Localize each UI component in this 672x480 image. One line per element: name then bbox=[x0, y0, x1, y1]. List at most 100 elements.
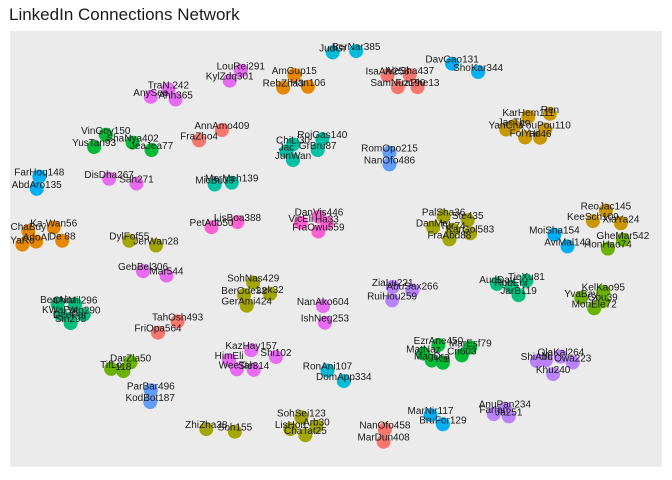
node-label: VicEli bbox=[288, 214, 313, 225]
node-label: RonAni107 bbox=[303, 362, 353, 373]
node-label: RojGas140 bbox=[297, 130, 347, 141]
node-point bbox=[316, 299, 330, 314]
node-point bbox=[499, 122, 514, 137]
node-label: RomOpo215 bbox=[361, 144, 418, 155]
node-label: Sin298 bbox=[55, 314, 87, 325]
node-label: XiaYa24 bbox=[602, 214, 640, 225]
node-label: MarNir117 bbox=[408, 406, 454, 417]
node-point bbox=[310, 143, 325, 157]
node-label: SohNas429 bbox=[227, 274, 280, 285]
node-point bbox=[227, 424, 242, 439]
node-point bbox=[587, 301, 602, 316]
node-label: OlaKal264 bbox=[538, 348, 585, 359]
node-label: FraZho4 bbox=[180, 131, 218, 142]
node-label: RobEnr bbox=[494, 278, 529, 289]
node-point bbox=[315, 132, 330, 147]
node-point bbox=[390, 80, 405, 95]
node-label: GerAmi424 bbox=[221, 297, 272, 308]
node-point bbox=[287, 68, 302, 82]
node-point bbox=[325, 45, 340, 60]
node-point bbox=[518, 130, 533, 145]
node-point bbox=[63, 316, 78, 331]
node-point bbox=[224, 175, 239, 190]
node-point bbox=[55, 233, 70, 248]
node-label: GheMar542 bbox=[596, 231, 649, 242]
node-label: DanVis446 bbox=[295, 208, 344, 219]
node-label: Yi bbox=[542, 351, 551, 362]
node-label: Ja251 bbox=[495, 407, 523, 418]
node-label: FraOwu559 bbox=[292, 223, 345, 234]
node-point bbox=[192, 133, 207, 148]
node-point bbox=[29, 234, 44, 249]
node-label: YusTan93 bbox=[72, 138, 116, 149]
node-point bbox=[102, 171, 117, 186]
node-label: TahOsh493 bbox=[152, 312, 204, 323]
node-label: Ahh365 bbox=[158, 91, 193, 102]
node-label: De 88 bbox=[49, 232, 76, 243]
node-point bbox=[214, 123, 229, 137]
node-label: KarHem111 bbox=[502, 108, 554, 119]
node-label: Shi102 bbox=[260, 348, 292, 359]
node-point bbox=[410, 80, 425, 95]
node-point bbox=[168, 92, 183, 107]
node-label: Jac bbox=[279, 142, 295, 153]
node-label: VinGov150 bbox=[81, 126, 131, 137]
node-point bbox=[46, 220, 61, 235]
node-label: DisDha267 bbox=[84, 170, 134, 181]
node-label: BeaAlm bbox=[40, 295, 75, 306]
node-label: FouPou110 bbox=[520, 121, 571, 132]
node-label: MatNaz bbox=[406, 345, 440, 356]
node-point bbox=[244, 343, 259, 358]
node-point bbox=[151, 325, 165, 340]
node-label: ShiAbd bbox=[521, 352, 553, 363]
node-label: KelKao95 bbox=[582, 283, 626, 294]
node-label: AnnAmo409 bbox=[194, 121, 249, 132]
node-point bbox=[402, 68, 417, 82]
node-point bbox=[454, 348, 469, 363]
node-label: Lek32 bbox=[256, 285, 284, 296]
node-point bbox=[553, 349, 568, 364]
node-label: JerWan28 bbox=[133, 237, 179, 248]
node-point bbox=[125, 135, 140, 150]
node-label: Kai bbox=[436, 354, 450, 365]
node-point bbox=[615, 232, 630, 247]
node-label: DavGao131 bbox=[425, 55, 479, 66]
node-label: SamNuz190 bbox=[370, 78, 425, 89]
node-point bbox=[222, 73, 237, 88]
node-point bbox=[301, 79, 315, 94]
node-point bbox=[471, 65, 486, 79]
node-label: PalSha36 bbox=[422, 207, 466, 218]
node-point bbox=[129, 176, 144, 191]
node-label: TifLo bbox=[100, 360, 122, 371]
node-label: TraN.242 bbox=[148, 80, 190, 91]
node-label: FraPhe13 bbox=[396, 78, 440, 89]
node-label: WeeTah bbox=[219, 360, 256, 371]
node-label: JarB119 bbox=[500, 286, 537, 297]
node-point bbox=[246, 362, 261, 377]
node-label: KodBot187 bbox=[125, 393, 175, 404]
node-label: IshNeg253 bbox=[301, 314, 350, 325]
node-label: ReoJac145 bbox=[581, 202, 632, 213]
node-label: BerOde32 bbox=[221, 286, 267, 297]
node-point bbox=[294, 410, 309, 425]
node-label: Arb30 bbox=[303, 418, 330, 429]
node-point bbox=[229, 362, 244, 377]
node-label: ChaBuy bbox=[11, 222, 47, 233]
node-point bbox=[349, 44, 364, 59]
node-label: FriOpa564 bbox=[134, 324, 182, 335]
node-label: LisBoa388 bbox=[214, 213, 262, 224]
node-label: DarZla50 bbox=[110, 353, 152, 364]
node-point bbox=[486, 407, 501, 422]
node-point bbox=[542, 106, 557, 121]
node-point bbox=[424, 353, 439, 368]
node-point bbox=[385, 279, 400, 294]
node-point bbox=[116, 364, 131, 379]
node-label: DeePer bbox=[53, 310, 88, 321]
node-point bbox=[159, 268, 174, 283]
node-point bbox=[230, 215, 245, 229]
node-point bbox=[87, 140, 102, 154]
node-label: MarDun408 bbox=[357, 433, 410, 444]
node-point bbox=[382, 157, 397, 172]
